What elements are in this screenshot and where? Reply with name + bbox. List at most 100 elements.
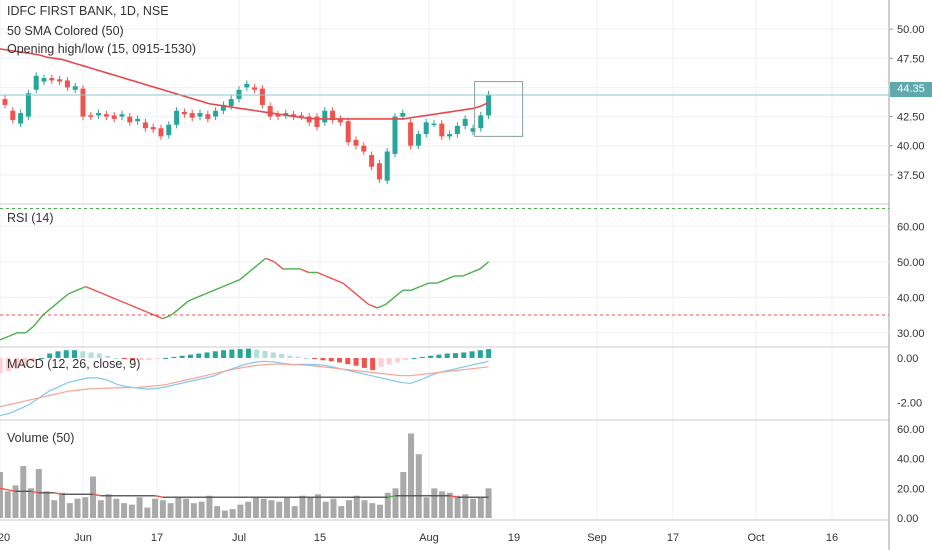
volume-bar [252,497,259,518]
candle-body [306,116,312,123]
candle-body [298,115,304,117]
rsi-line-segment [248,264,258,273]
macd-histogram-bar [171,356,177,358]
candle-body [322,110,328,123]
macd-histogram-bar [245,348,251,358]
volume-bar [206,495,213,518]
volume-bar [314,494,321,518]
macd-legend-label[interactable]: MACD (12, 26, close, 9) [7,357,141,371]
macd-histogram-bar [395,357,401,363]
x-axis-tick-label: Jul [232,532,246,544]
volume-legend-label[interactable]: Volume (50) [7,431,75,445]
x-axis-tick-label: Jun [74,532,92,544]
candle-body [111,115,117,119]
rsi-line-segment [239,271,250,281]
macd-histogram-bar [361,357,367,368]
volume-bar [221,510,228,518]
rsi-line-segment [0,335,9,341]
rsi-line-segment [76,286,86,291]
candle-body [96,113,102,116]
volume-ma-segment [92,493,101,497]
rsi-line-segment [273,261,284,270]
candle-body [470,128,476,132]
candle-body [41,78,47,82]
candle-body [205,114,211,119]
rsi-line-segment [59,293,70,302]
macd-histogram-bar [270,352,276,358]
candle-body [291,114,297,117]
rsi-line-segment [111,296,121,302]
rsi-line-segment [342,282,352,291]
macd-histogram-bar [80,351,86,358]
rsi-line-segment [299,268,309,274]
volume-ma-segment [449,495,458,498]
rsi-line-segment [265,257,275,263]
volume-bar [446,492,453,518]
volume-bar [384,492,391,518]
candle-body [236,89,242,100]
rsi-line-segment [25,325,35,334]
candle-body [369,155,375,167]
macd-histogram-bar [337,357,343,363]
rsi-line-segment [411,286,421,291]
macd-histogram-bar [196,353,202,358]
volume-bar [330,498,337,518]
candle-body [478,115,484,129]
rsi-line-segment [419,282,429,288]
volume-bar [0,472,3,518]
rsi-line-segment [188,296,198,302]
price-axis-tick-label: 42.50 [897,112,925,124]
volume-bar [113,498,120,518]
volume-bar [408,433,415,518]
rsi-line-segment [145,310,155,316]
volume-bar [423,497,430,518]
volume-bar [128,504,135,518]
volume-bar [121,503,128,518]
symbol-title[interactable]: IDFC FIRST BANK, 1D, NSE [7,4,169,18]
sma-line [0,48,489,120]
volume-bar [485,488,492,518]
rsi-line-segment [222,282,232,288]
macd-histogram-bar [179,355,185,358]
candle-body [400,113,406,117]
candle-body [181,111,187,115]
volume-ma-segment [54,492,63,495]
volume-bar [51,500,58,518]
volume-bar [12,485,19,518]
candle-body [267,106,273,117]
macd-histogram-bar [295,356,301,358]
rsi-line-segment [214,286,224,291]
volume-bar [237,504,244,518]
candle-body [166,124,172,136]
volume-bar [291,506,298,518]
volume-axis-tick-label: 0.00 [897,513,918,525]
macd-histogram-bar [403,357,409,361]
volume-bar [276,501,283,518]
volume-bar [268,500,275,518]
macd-histogram-bar [154,357,160,360]
macd-histogram-bar [212,351,218,358]
macd-histogram-bar [163,357,169,359]
macd-histogram-bar [5,357,11,372]
candle-body [353,139,359,146]
macd-line [0,360,489,417]
rsi-legend-label[interactable]: RSI (14) [7,211,54,225]
candle-body [57,79,63,82]
opening-high-low-label[interactable]: Opening high/low (15, 0915-1530) [7,42,197,56]
volume-bar [167,503,174,518]
volume-bar [361,500,368,518]
candle-body [431,123,437,126]
candle-body [275,114,281,117]
volume-axis-tick-label: 20.00 [897,483,925,495]
candle-body [64,80,70,88]
macd-histogram-bar [452,353,458,358]
macd-histogram-bar [187,354,193,358]
volume-bar [66,503,73,518]
rsi-line-segment [351,289,361,298]
sma-legend-label[interactable]: 50 SMA Colored (50) [7,24,124,38]
volume-bar [462,494,469,518]
macd-histogram-bar [130,357,136,361]
candle-body [376,163,382,180]
rsi-line-segment [393,289,404,298]
macd-histogram-bar [146,357,152,361]
